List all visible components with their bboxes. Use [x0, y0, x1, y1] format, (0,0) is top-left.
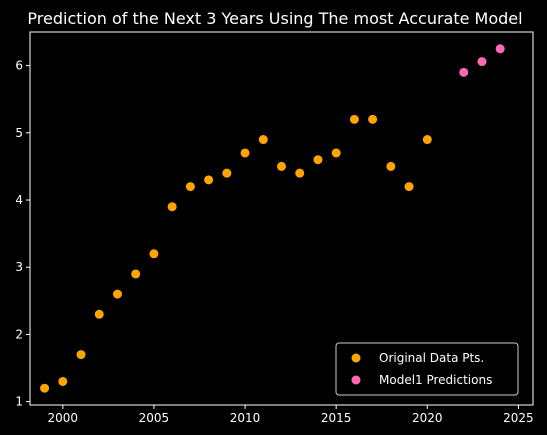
legend-box [335, 342, 519, 396]
original-data-point [368, 114, 378, 124]
data-points [40, 44, 505, 393]
prediction-point [477, 57, 487, 67]
original-data-point [76, 350, 86, 360]
chart-title: Prediction of the Next 3 Years Using The… [27, 9, 522, 28]
x-tick-label: 2000 [48, 411, 79, 425]
original-data-point [58, 376, 68, 386]
y-tick-label: 3 [15, 260, 23, 274]
legend-label: Original Data Pts. [379, 351, 484, 365]
y-axis: 1 2 3 4 5 6 [15, 59, 30, 409]
original-data-point [295, 168, 305, 178]
original-data-point [386, 161, 396, 171]
x-tick-label: 2020 [412, 411, 443, 425]
original-data-point [404, 182, 414, 192]
legend: Original Data Pts. Model1 Predictions [335, 342, 519, 396]
x-tick-label: 2005 [139, 411, 170, 425]
original-data-point [240, 148, 250, 158]
original-data-point [112, 289, 122, 299]
prediction-point [459, 67, 469, 77]
legend-marker [351, 353, 361, 363]
original-data-point [222, 168, 232, 178]
original-data-point [277, 161, 286, 171]
original-data-point [349, 114, 359, 124]
x-axis: 2000 2005 2010 2015 2020 2025 [48, 405, 534, 425]
legend-label: Model1 Predictions [379, 373, 492, 387]
original-data-point [40, 383, 50, 393]
y-tick-label: 5 [15, 126, 23, 140]
y-tick-label: 6 [15, 59, 23, 73]
original-data-point [331, 148, 341, 158]
original-data-point [94, 309, 104, 319]
x-tick-label: 2025 [503, 411, 534, 425]
y-tick-label: 1 [15, 395, 23, 409]
original-data-point [204, 175, 214, 185]
original-data-point [258, 135, 268, 145]
x-tick-label: 2010 [230, 411, 261, 425]
plot-frame [29, 31, 534, 406]
prediction-point [495, 44, 505, 54]
original-data-point [313, 155, 323, 165]
x-tick-label: 2015 [321, 411, 352, 425]
original-data-point [131, 269, 141, 279]
y-tick-label: 2 [15, 327, 23, 341]
original-data-point [167, 202, 177, 212]
original-data-point [185, 182, 195, 192]
legend-marker [351, 375, 361, 385]
original-data-point [422, 135, 432, 145]
y-tick-label: 4 [15, 193, 23, 207]
original-data-point [149, 249, 159, 259]
